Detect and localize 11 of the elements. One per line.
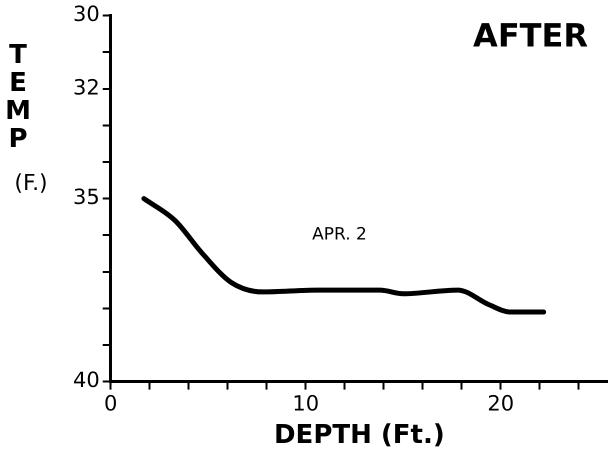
x-tick-label: 10 (292, 392, 320, 416)
chart-title: AFTER (473, 16, 588, 54)
y-tick-label: 35 (72, 185, 100, 210)
x-axis-title: DEPTH (Ft.) (274, 420, 445, 450)
annotation: APR. 2 (312, 224, 367, 245)
y-axis-title: TEMP (F.) (3, 40, 49, 196)
y-tick-label: 32 (72, 75, 100, 100)
y-tick-label: 30 (72, 2, 100, 26)
x-tick-label: 0 (104, 392, 118, 416)
x-tick-label: 20 (487, 392, 514, 416)
y-tick-label: 40 (72, 368, 100, 392)
